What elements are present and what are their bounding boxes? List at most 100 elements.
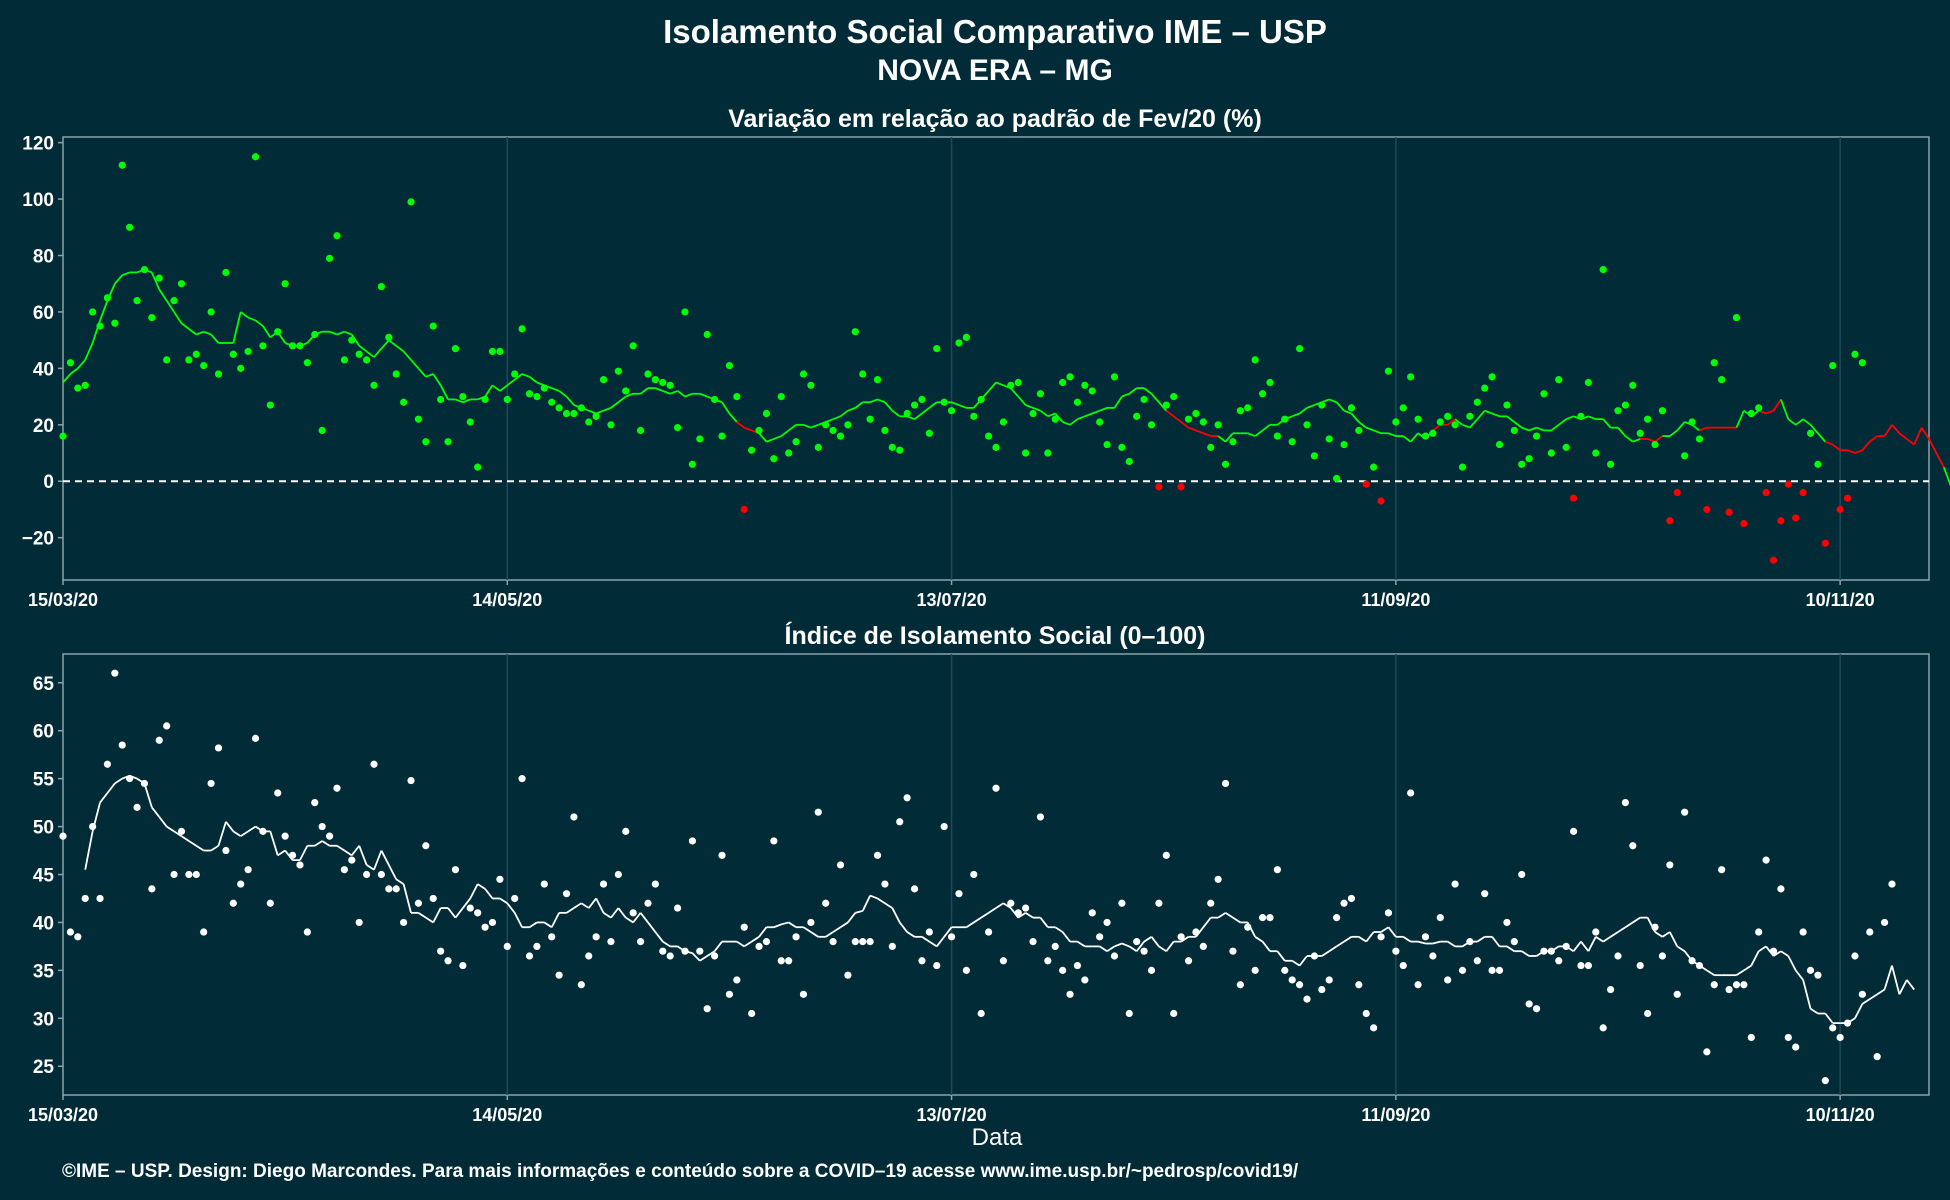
data-point — [1547, 947, 1555, 955]
data-point — [1273, 866, 1281, 874]
data-point — [555, 404, 563, 412]
data-point — [1673, 990, 1681, 998]
data-point — [1362, 1009, 1370, 1018]
moving-average-segment — [1291, 412, 1300, 418]
data-point — [1584, 961, 1592, 970]
data-point — [1073, 398, 1082, 406]
data-point — [1355, 981, 1363, 989]
data-point — [1718, 866, 1726, 874]
data-point — [362, 870, 371, 879]
moving-average-segment — [928, 401, 938, 409]
data-point — [1266, 378, 1274, 387]
data-point — [392, 885, 400, 893]
moving-average-segment — [1750, 950, 1760, 966]
data-point — [89, 308, 97, 316]
data-point — [1451, 880, 1459, 888]
data-point — [940, 822, 948, 831]
data-point — [1007, 381, 1015, 389]
data-point — [585, 418, 593, 426]
data-point — [1066, 990, 1074, 998]
moving-average-segment — [1610, 931, 1619, 938]
moving-average-segment — [395, 345, 405, 353]
data-point — [1666, 861, 1674, 869]
moving-average-segment — [247, 825, 257, 833]
moving-average-segment — [1565, 415, 1574, 421]
data-point — [1036, 813, 1045, 821]
data-point — [1147, 966, 1156, 974]
data-point — [696, 947, 704, 955]
moving-average-segment — [1365, 931, 1375, 943]
data-point — [1059, 378, 1067, 387]
data-point — [918, 957, 926, 965]
data-point — [385, 885, 393, 893]
moving-average-segment — [884, 902, 893, 909]
x-tick-label: 10/11/20 — [1806, 1105, 1875, 1125]
data-point — [1621, 401, 1630, 409]
moving-average-segment — [1203, 432, 1212, 437]
data-point — [1629, 381, 1637, 389]
moving-average-segment — [1114, 942, 1123, 948]
data-point — [237, 880, 245, 888]
moving-average-segment — [1780, 399, 1790, 420]
data-point — [1525, 1000, 1533, 1008]
data-point — [755, 426, 763, 435]
moving-average-segment — [958, 404, 967, 409]
moving-average-segment — [351, 334, 360, 347]
moving-average-segment — [1506, 415, 1515, 423]
data-point — [659, 378, 667, 387]
moving-average-segment — [1491, 412, 1500, 418]
data-point — [229, 350, 237, 358]
moving-average-segment — [617, 395, 627, 403]
data-point — [66, 928, 75, 936]
data-point — [1481, 384, 1489, 392]
data-point — [437, 395, 445, 404]
data-point — [170, 297, 178, 305]
data-point — [1829, 361, 1837, 370]
data-point — [1636, 429, 1644, 437]
data-point — [1162, 851, 1170, 859]
moving-average-segment — [188, 840, 197, 847]
moving-average-segment — [647, 921, 657, 933]
data-point — [807, 918, 815, 927]
moving-average-segment — [625, 392, 634, 398]
data-point — [1244, 923, 1252, 931]
moving-average-segment — [995, 381, 1004, 387]
moving-average-segment — [1039, 917, 1049, 928]
moving-average-segment — [99, 300, 109, 321]
moving-average-segment — [825, 931, 834, 938]
moving-average-segment — [1580, 941, 1590, 952]
moving-average-segment — [269, 831, 279, 856]
data-point — [740, 923, 748, 931]
data-point — [1266, 914, 1274, 922]
moving-average-segment — [839, 409, 849, 418]
moving-average-segment — [884, 401, 894, 412]
data-point — [1370, 463, 1378, 471]
data-point — [1236, 407, 1244, 415]
data-point — [1036, 390, 1045, 398]
moving-average-segment — [780, 429, 790, 437]
data-point — [259, 827, 267, 835]
data-point — [614, 870, 622, 879]
data-point — [74, 933, 82, 941]
data-point — [1829, 1024, 1837, 1032]
data-point — [1762, 856, 1770, 864]
moving-average-segment — [1077, 415, 1086, 421]
data-point — [288, 851, 297, 859]
data-point — [599, 376, 608, 384]
data-point — [1532, 1005, 1541, 1013]
data-point — [1258, 914, 1267, 922]
moving-average-segment — [1669, 931, 1679, 947]
data-point — [340, 356, 348, 364]
data-point — [607, 421, 615, 429]
moving-average-segment — [432, 373, 442, 386]
moving-average-segment — [1632, 916, 1641, 924]
data-point — [459, 392, 467, 401]
data-point — [1644, 415, 1652, 423]
data-point — [1184, 957, 1193, 965]
moving-average-segment — [1735, 410, 1745, 428]
data-point — [792, 438, 800, 446]
data-point — [1244, 404, 1252, 412]
moving-average-segment — [439, 384, 449, 400]
data-point — [688, 837, 697, 845]
data-point — [999, 957, 1008, 965]
